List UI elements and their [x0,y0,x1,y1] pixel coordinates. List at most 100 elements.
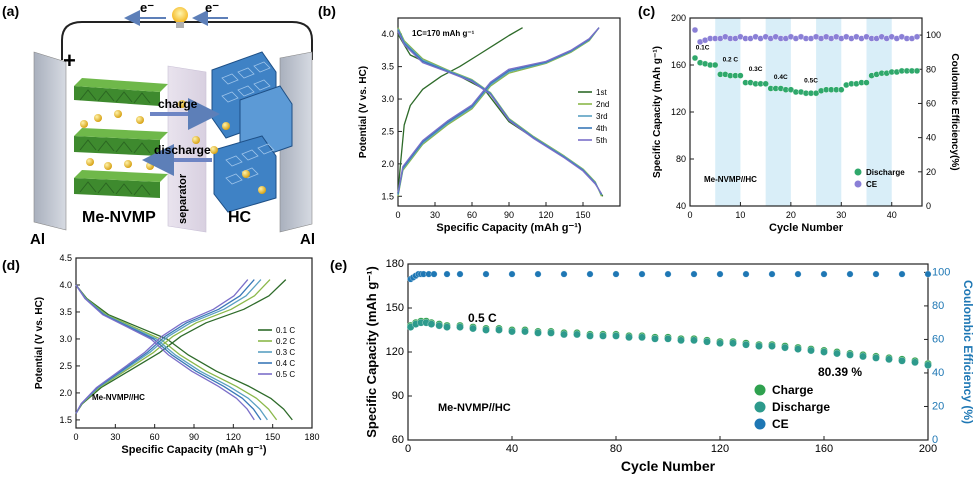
legend-label-1st: 1st [596,88,607,97]
point-Discharge [664,335,672,343]
point-Discharge [703,337,711,346]
series-0.1 C-charge-line [75,279,287,414]
point-CE [691,26,699,34]
y2-tick-label: 20 [932,400,944,412]
point-Discharge [691,54,699,62]
point-Discharge [898,357,906,365]
point-Discharge [838,86,845,93]
discharge-label: discharge [154,143,211,157]
cell-label: Me-NVMP//HC [704,175,757,184]
legend-marker-Discharge [854,168,862,176]
x-tick-label: 120 [711,443,729,455]
y-tick-label: 60 [392,434,404,446]
x-tick-label: 60 [467,210,477,220]
legend-label-3rd: 3rd [596,112,608,121]
y2-tick-label: 40 [926,133,936,143]
x-axis-label: Specific Capacity (mAh g⁻¹) [121,444,267,456]
external-circuit-wire [61,21,313,60]
x-tick-label: 120 [226,432,241,442]
legend-label-2nd: 2nd [596,100,609,109]
point-Discharge [625,333,633,342]
point-Discharge [586,332,594,340]
y2-tick-label: 80 [926,64,936,74]
legend-marker-CE [754,418,766,430]
c-rate-annotation: 1C=170 mAh g⁻¹ [412,29,475,38]
x-tick-label: 0 [73,432,78,442]
point-Discharge [781,343,789,352]
legend-label-5th: 5th [596,136,607,145]
x-tick-label: 30 [110,432,120,442]
point-CE [508,270,516,278]
point-CE [664,270,672,278]
right-current-collector [279,51,313,233]
x-tick-label: 60 [150,432,160,442]
y2-tick-label: 60 [926,98,936,108]
series-5th-charge-line [397,27,600,193]
x-tick-label: 0 [395,210,400,220]
point-Discharge [755,342,763,350]
point-CE [560,270,568,278]
legend-label-0.3 C: 0.3 C [276,348,295,357]
light-bulb-icon [172,7,188,28]
rate-label: 0.5 C [468,311,497,325]
rate-label: 0.3C [749,66,763,73]
legend-label-0.2 C: 0.2 C [276,337,295,346]
point-Discharge [443,323,451,331]
series-4th-charge-line [397,27,600,194]
y-tick-label: 120 [671,107,686,117]
y-tick-label: 120 [386,346,404,358]
point-Discharge [833,349,841,358]
x-tick-label: 150 [575,210,590,220]
x-tick-label: 10 [735,210,745,220]
x-tick-label: 0 [687,210,692,220]
x-tick-label: 40 [506,443,518,455]
legend-label-Discharge: Discharge [772,400,830,414]
panel-a-schematic: (a) e⁻ e⁻ + − separator [2,0,315,248]
point-Discharge [846,351,854,359]
y-tick-label: 90 [392,390,404,402]
y-tick-label: 1.5 [381,191,394,201]
point-Discharge [690,336,698,345]
series-0.1 C-discharge-line [75,284,293,421]
legend-label-Discharge: Discharge [866,168,905,177]
y-tick-label: 150 [386,302,404,314]
point-Discharge [638,333,646,342]
series-3rd-discharge-line [397,28,603,196]
y-tick-label: 160 [671,60,686,70]
x-axis-label: Cycle Number [621,458,716,474]
left-collector-label: Al [30,231,45,248]
point-Discharge [712,61,719,69]
point-Discharge [859,352,867,361]
series-0.5 C-charge-line [75,279,249,414]
rate-label: 0.2 C [723,56,739,63]
point-Discharge [794,345,802,353]
point-Discharge [913,67,921,75]
point-CE [716,270,724,278]
point-CE [742,270,750,278]
point-Discharge [469,324,477,333]
legend-marker-Discharge [754,401,766,413]
point-Discharge [521,327,529,336]
rate-label: 0.5C [804,78,818,85]
point-CE [586,270,594,278]
y2-axis-label: Coulombic Efficiency (%) [961,280,975,424]
point-CE [690,270,698,278]
charge-label: charge [158,97,198,111]
y2-axis-label: Coulombic Efficiency(%) [949,53,960,170]
y2-tick-label: 80 [932,300,944,312]
x-axis-label: Specific Capacity (mAh g⁻¹) [436,222,582,234]
anode-label: HC [228,209,252,226]
x-tick-label: 0 [405,443,411,455]
plot-frame [397,17,621,207]
point-Discharge [495,326,503,334]
point-Discharge [456,323,464,331]
y-tick-label: 180 [386,258,404,270]
panel-c-letter: (c) [638,3,655,19]
cell-label: Me-NVMP//HC [92,393,145,402]
series-5th-discharge-line [397,31,603,195]
y-tick-label: 80 [676,154,686,164]
point-CE [820,270,828,278]
